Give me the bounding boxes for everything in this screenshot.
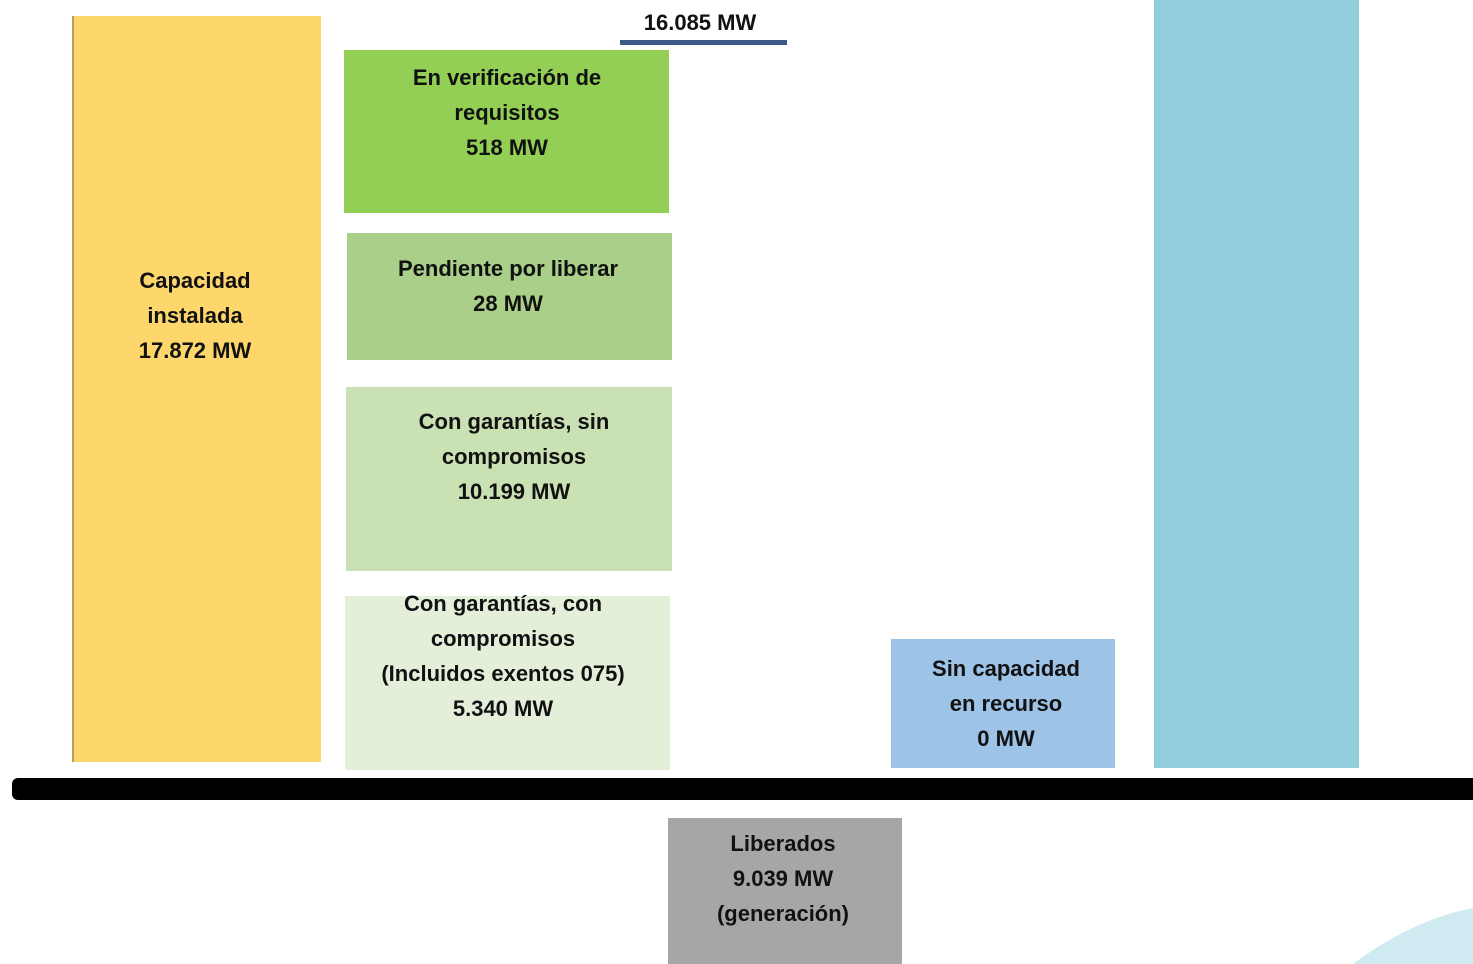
label-line: En verificación de xyxy=(412,65,602,90)
node-label: Con garantías, sin compromisos 10.199 MW xyxy=(419,404,610,509)
label-line: compromisos xyxy=(430,626,576,651)
no-capacity-box xyxy=(891,639,1115,768)
commitment-box xyxy=(345,596,670,770)
installed-box xyxy=(72,16,321,762)
label-line: requisitos xyxy=(454,100,560,125)
label-line: Capacidad xyxy=(139,268,251,293)
label-line: en recurso xyxy=(949,691,1063,716)
total-label: 16.085 MW xyxy=(643,10,757,35)
verification-box xyxy=(344,50,669,213)
node-label: Capacidad instalada 17.872 MW xyxy=(139,263,252,368)
label-line: 17.872 MW xyxy=(138,338,252,363)
label-line: 0 MW xyxy=(977,726,1035,751)
label-line: (generación) xyxy=(716,901,850,926)
label-line: instalada xyxy=(147,303,243,328)
label-line: 518 MW xyxy=(466,135,548,160)
teal-box xyxy=(1154,0,1359,768)
node-label: Con garantías, con compromisos (Incluidos … xyxy=(381,586,624,726)
label-line: Con garantías, con xyxy=(403,591,603,616)
label-line: 10.199 MW xyxy=(457,479,571,504)
node-label: Pendiente por liberar 28 MW xyxy=(398,251,618,321)
label-line: Liberados xyxy=(730,831,836,856)
label-line: compromisos xyxy=(441,444,587,469)
label-line: 28 MW xyxy=(473,291,543,316)
guarantee-box xyxy=(346,387,672,571)
black-bar xyxy=(12,778,1473,800)
pending-box xyxy=(347,233,672,360)
label-line: Sin capacidad xyxy=(932,656,1080,681)
swoosh xyxy=(1353,908,1473,964)
label-line: Con garantías, sin xyxy=(418,409,610,434)
node-label: En verificación de requisitos 518 MW xyxy=(413,60,601,165)
label-line: Pendiente por liberar xyxy=(397,256,619,281)
node-label: Sin capacidad en recurso 0 MW xyxy=(932,651,1080,756)
swoosh-shape xyxy=(1353,908,1473,964)
node-label: Liberados 9.039 MW (generación) xyxy=(717,826,849,931)
total-underline xyxy=(620,40,787,45)
label-line: 5.340 MW xyxy=(452,696,554,721)
released-box xyxy=(668,818,902,964)
label-line: (Incluidos exentos 075) xyxy=(381,661,625,686)
label-line: 9.039 MW xyxy=(732,866,834,891)
